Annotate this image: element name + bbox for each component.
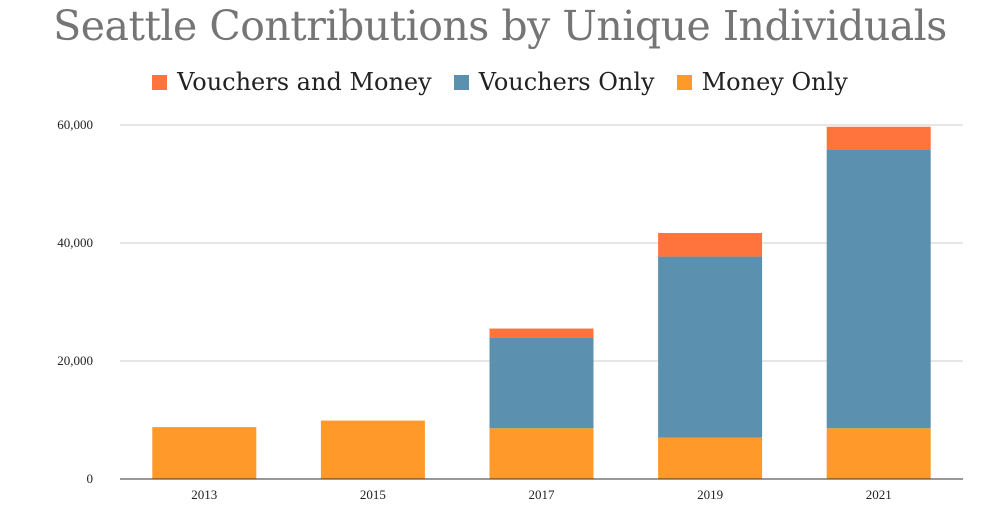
legend-label-vouchers-and-money: Vouchers and Money [177,68,432,96]
bar-vouchers-and-money-2021 [826,126,931,150]
bar-money-only-2021 [826,428,931,479]
chart-legend: Vouchers and Money Vouchers Only Money O… [0,68,1000,96]
bar-vouchers-and-money-2017 [489,328,594,338]
x-tick-label: 2021 [866,487,892,502]
legend-swatch-money-only [676,74,692,90]
legend-item-vouchers-and-money: Vouchers and Money [152,68,432,96]
legend-item-vouchers-only: Vouchers Only [453,68,655,96]
y-tick-label: 20,000 [57,353,93,368]
x-tick-label: 2013 [191,487,217,502]
bar-money-only-2017 [489,428,594,479]
legend-label-money-only: Money Only [701,68,848,96]
x-tick-label: 2015 [360,487,386,502]
legend-swatch-vouchers-only [453,74,469,90]
chart-title: Seattle Contributions by Unique Individu… [53,2,947,50]
y-tick-label: 0 [87,471,94,486]
bar-money-only-2013 [152,427,257,479]
bar-vouchers-only-2021 [826,149,931,429]
bar-vouchers-only-2019 [658,256,763,438]
legend-swatch-vouchers-and-money [152,74,168,90]
bar-money-only-2019 [658,437,763,479]
x-tick-label: 2017 [529,487,556,502]
y-tick-label: 40,000 [57,235,93,250]
bar-vouchers-only-2017 [489,337,594,429]
legend-item-money-only: Money Only [676,68,848,96]
y-tick-label: 60,000 [57,117,93,132]
bar-money-only-2015 [320,420,425,479]
legend-label-vouchers-only: Vouchers Only [478,68,655,96]
bar-vouchers-and-money-2019 [658,232,763,257]
x-tick-label: 2019 [697,487,723,502]
